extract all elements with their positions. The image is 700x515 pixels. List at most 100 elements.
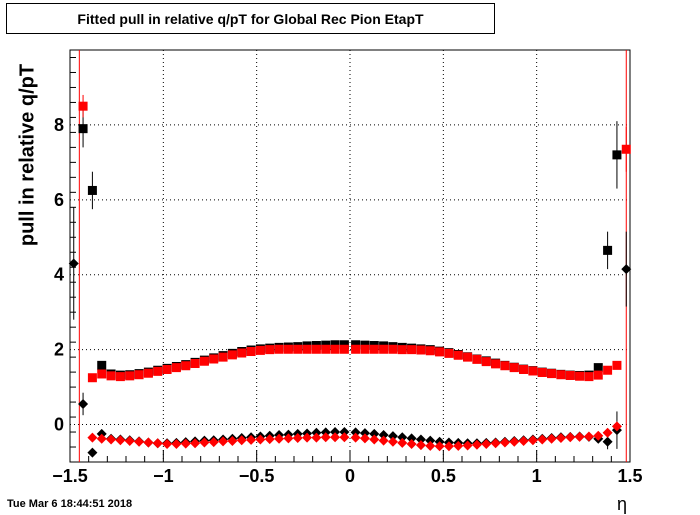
data-point-diamond xyxy=(302,432,313,443)
y-axis-label: pull in relative q/pT xyxy=(16,63,39,247)
data-point-diamond xyxy=(143,437,154,448)
data-point-square xyxy=(537,367,547,377)
data-point-square xyxy=(190,358,200,368)
data-point-diamond xyxy=(87,432,98,443)
data-point-diamond xyxy=(443,441,454,452)
data-point-diamond xyxy=(208,437,219,448)
data-point-diamond xyxy=(397,432,408,443)
data-point-diamond xyxy=(378,435,389,446)
data-point-square xyxy=(265,345,275,355)
x-axis-label: η xyxy=(617,494,628,514)
data-point-square xyxy=(481,357,491,367)
data-point-square xyxy=(519,364,529,374)
data-point-square xyxy=(255,345,265,355)
data-point-diamond xyxy=(509,436,520,447)
data-point-square xyxy=(237,348,247,358)
data-point-diamond xyxy=(369,434,380,445)
data-point-square xyxy=(125,371,135,381)
data-point-square xyxy=(593,370,603,380)
data-point-diamond xyxy=(546,433,557,444)
data-point-square xyxy=(321,344,331,354)
data-point-diamond xyxy=(397,437,408,448)
x-tick-label: 0 xyxy=(345,466,355,486)
data-point-diamond xyxy=(171,439,182,450)
data-point-square xyxy=(575,371,585,381)
data-point-diamond xyxy=(330,432,341,443)
x-tick-label: −1.5 xyxy=(52,466,88,486)
data-point-square xyxy=(87,185,97,195)
data-point-square xyxy=(603,245,613,255)
data-point-diamond xyxy=(78,398,89,409)
data-point-square xyxy=(87,373,97,383)
data-point-diamond xyxy=(124,436,135,447)
data-point-diamond xyxy=(292,433,303,444)
data-point-square xyxy=(612,150,622,160)
data-point-square xyxy=(407,345,417,355)
data-point-square xyxy=(593,363,603,373)
data-point-square xyxy=(425,346,435,356)
data-point-square xyxy=(143,368,153,378)
data-point-diamond xyxy=(415,440,426,451)
data-point-diamond xyxy=(471,439,482,450)
data-point-diamond xyxy=(621,264,632,275)
x-tick-label: 0.5 xyxy=(431,466,456,486)
data-point-square xyxy=(209,354,219,364)
y-tick-label: 6 xyxy=(54,190,64,210)
data-point-square xyxy=(97,360,107,370)
data-point-diamond xyxy=(387,436,398,447)
data-point-diamond xyxy=(593,430,604,441)
data-point-diamond xyxy=(180,438,191,449)
data-point-diamond xyxy=(555,433,566,444)
data-point-square xyxy=(78,124,88,134)
data-point-diamond xyxy=(311,432,322,443)
data-point-square xyxy=(453,350,463,360)
data-point-square xyxy=(603,365,613,375)
y-tick-label: 0 xyxy=(54,415,64,435)
data-point-square xyxy=(302,344,312,354)
data-point-diamond xyxy=(359,428,370,439)
x-tick-label: −0.5 xyxy=(239,466,275,486)
data-point-diamond xyxy=(339,432,350,443)
data-point-square xyxy=(134,370,144,380)
data-point-diamond xyxy=(236,435,247,446)
data-point-diamond xyxy=(527,435,538,446)
data-point-square xyxy=(311,344,321,354)
data-point-square xyxy=(360,344,370,354)
data-point-diamond xyxy=(350,432,361,443)
data-point-square xyxy=(379,344,389,354)
data-point-square xyxy=(509,363,519,373)
data-point-square xyxy=(612,360,622,370)
data-point-square xyxy=(584,372,594,382)
data-point-square xyxy=(162,364,172,374)
data-point-square xyxy=(181,361,191,371)
data-point-square xyxy=(621,144,631,154)
data-point-diamond xyxy=(330,427,341,438)
data-point-diamond xyxy=(434,441,445,452)
data-point-diamond xyxy=(453,440,464,451)
data-point-square xyxy=(463,352,473,362)
data-point-square xyxy=(472,354,482,364)
data-point-diamond xyxy=(425,440,436,451)
data-point-square xyxy=(171,363,181,373)
data-point-square xyxy=(293,344,303,354)
data-point-diamond xyxy=(255,434,266,445)
data-point-diamond xyxy=(339,427,350,438)
data-point-diamond xyxy=(415,434,426,445)
x-tick-label: 1.5 xyxy=(617,466,642,486)
data-point-diamond xyxy=(162,439,173,450)
data-point-diamond xyxy=(602,436,613,447)
data-point-diamond xyxy=(518,436,529,447)
data-point-diamond xyxy=(406,433,417,444)
data-point-diamond xyxy=(425,435,436,446)
data-point-diamond xyxy=(406,439,417,450)
data-point-diamond xyxy=(499,437,510,448)
y-tick-label: 4 xyxy=(54,265,64,285)
data-point-diamond xyxy=(462,440,473,451)
data-point-square xyxy=(388,344,398,354)
data-point-diamond xyxy=(199,437,210,448)
data-point-square xyxy=(106,371,116,381)
data-point-square xyxy=(153,366,163,376)
data-point-diamond xyxy=(227,436,238,447)
data-point-diamond xyxy=(87,447,98,458)
data-point-diamond xyxy=(378,430,389,441)
